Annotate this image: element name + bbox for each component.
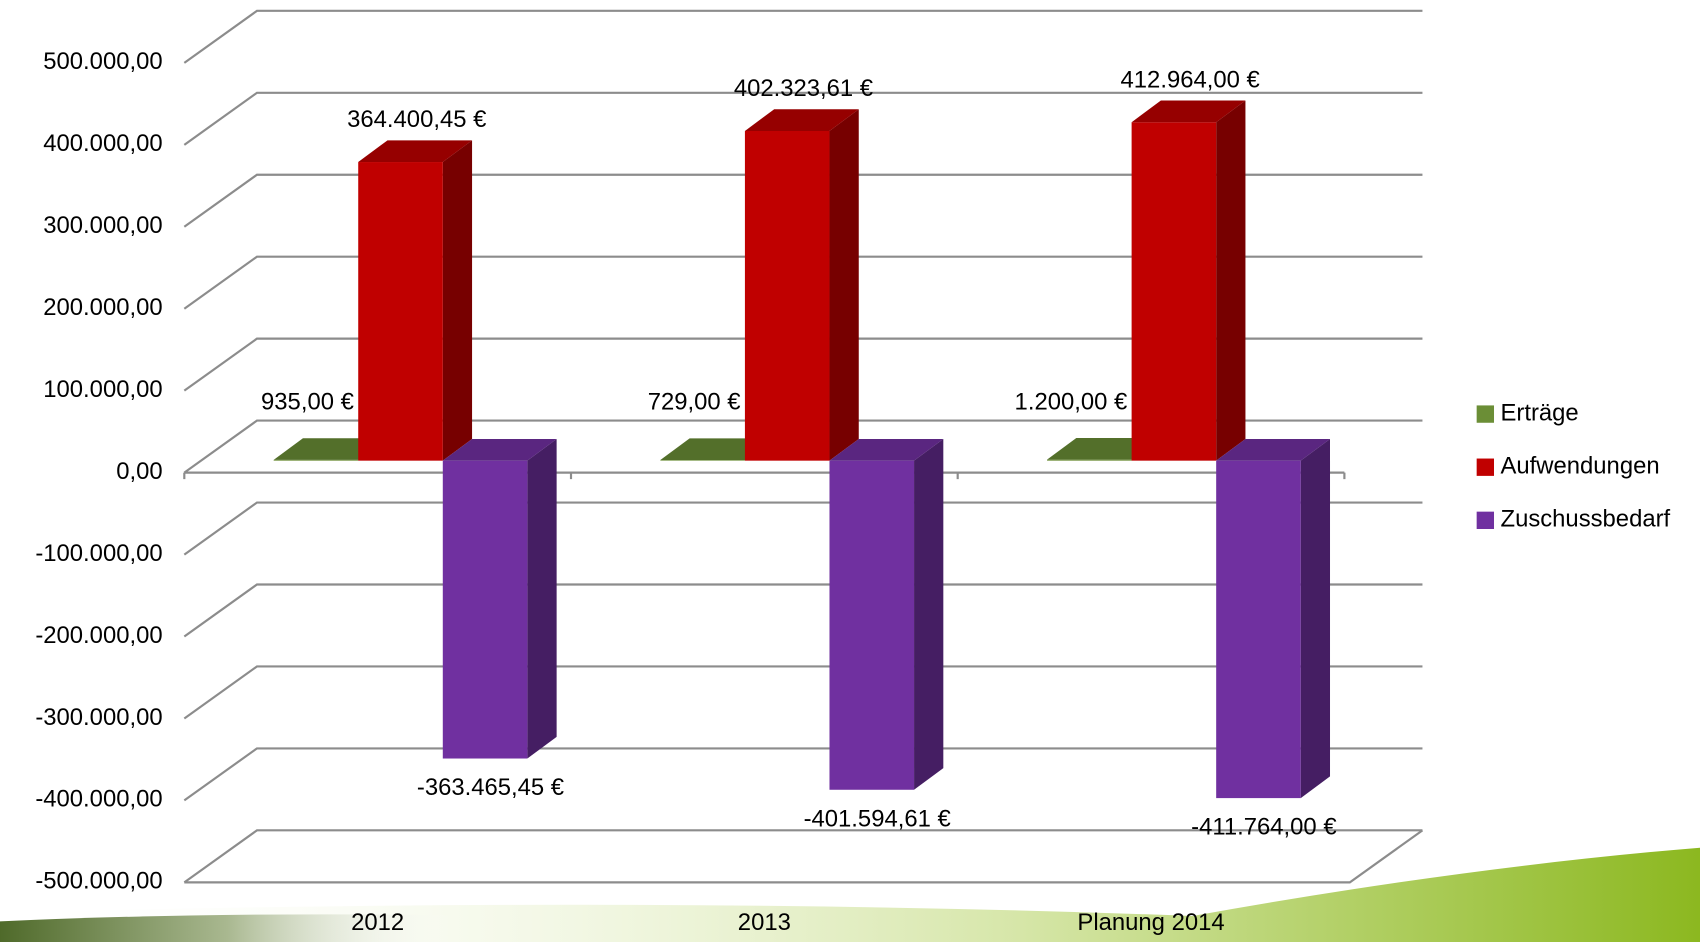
legend-swatch [1477, 512, 1494, 529]
data-label: -401.594,61 € [804, 805, 951, 832]
bar-3d [745, 109, 859, 460]
data-label: -363.465,45 € [417, 774, 564, 801]
bar [443, 461, 528, 759]
bar-side [914, 439, 943, 790]
y-tick-label: 400.000,00 [43, 130, 162, 157]
data-label: 402.323,61 € [734, 75, 873, 102]
bar-3d [358, 140, 472, 460]
bar-side [443, 140, 472, 460]
bar [358, 162, 443, 461]
x-tick-label: 2012 [351, 909, 404, 936]
legend-label: Aufwendungen [1501, 453, 1660, 480]
chart: -500.000,00 -400.000,00 -300.000,00 -200.00… [0, 0, 1700, 942]
bar-side [829, 109, 858, 460]
legend-swatch [1477, 405, 1494, 422]
data-label: 1.200,00 € [1015, 389, 1128, 416]
legend-label: Erträge [1501, 399, 1579, 426]
bar-side [527, 439, 556, 759]
legend-swatch [1477, 459, 1494, 476]
y-tick-label: -100.000,00 [35, 540, 162, 567]
y-tick-label: 0,00 [116, 458, 162, 485]
bar [1132, 122, 1217, 460]
data-label: 729,00 € [648, 389, 741, 416]
y-tick-label: 500.000,00 [43, 48, 162, 75]
y-tick-label: 100.000,00 [43, 376, 162, 403]
bar-3d [443, 439, 557, 759]
data-label: 412.964,00 € [1121, 66, 1260, 93]
data-label: -411.764,00 € [1191, 814, 1336, 841]
data-label: 364.400,45 € [347, 106, 486, 133]
y-tick-label: -400.000,00 [35, 786, 162, 813]
bar-3d [1132, 101, 1246, 461]
bar [829, 461, 914, 790]
y-tick-label: -200.000,00 [35, 622, 162, 649]
bar [1047, 460, 1132, 461]
x-tick-label: Planung 2014 [1077, 909, 1224, 936]
y-tick-label: 300.000,00 [43, 212, 162, 239]
bar [1216, 461, 1301, 798]
bar-side [1216, 101, 1245, 461]
bar [745, 131, 830, 461]
page: {"chart_data": {"type": "bar3d", "catego… [0, 0, 1700, 942]
legend-label: Zuschussbedarf [1501, 506, 1671, 533]
y-tick-label: 200.000,00 [43, 294, 162, 321]
plot-area: -500.000,00 -400.000,00 -300.000,00 -200.00… [35, 11, 1422, 936]
y-tick-label: -500.000,00 [35, 868, 162, 895]
bar-side [1301, 439, 1330, 798]
bar [274, 460, 359, 461]
x-tick-label: 2013 [738, 909, 791, 936]
bar [660, 460, 745, 461]
data-label: 935,00 € [261, 389, 354, 416]
bar-3d [1216, 439, 1330, 798]
y-tick-label: -300.000,00 [35, 704, 162, 731]
grid-line [184, 11, 1422, 63]
legend: Erträge Aufwendungen Zuschussbedarf [1477, 399, 1671, 532]
bar-3d [829, 439, 943, 790]
